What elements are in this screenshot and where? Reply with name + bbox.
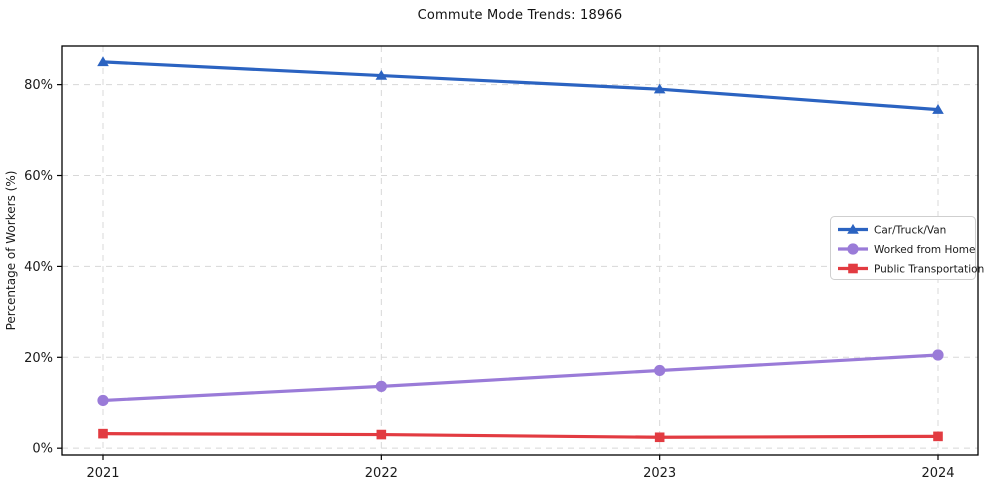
y-axis-label: Percentage of Workers (%) — [4, 171, 18, 331]
series-car-truck-van — [97, 56, 944, 114]
legend: Car/Truck/Van Worked from Home Public Tran… — [830, 216, 984, 280]
data-point-public-transportation-2023 — [654, 432, 665, 443]
legend-triangle-marker-icon — [847, 223, 859, 234]
y-tick-label: 0% — [32, 442, 53, 457]
series-line-car-truck-van — [101, 60, 940, 112]
legend-label: Public Transportation — [874, 263, 984, 275]
data-point-car-truck-van-2022 — [375, 69, 388, 80]
x-tick-label: 2021 — [86, 466, 119, 481]
series-line-worked-from-home — [101, 353, 940, 403]
legend-item-public-transportation: Public Transportation — [838, 263, 984, 275]
data-point-car-truck-van-2021 — [97, 56, 109, 67]
plot-border — [61, 45, 979, 456]
x-tick-label: 2022 — [365, 466, 398, 481]
y-tick-label: 80% — [24, 78, 53, 93]
data-point-public-transportation-2021 — [98, 428, 108, 439]
x-tick-label: 2023 — [643, 466, 676, 481]
data-point-worked-from-home-2021 — [97, 394, 109, 407]
series-line-public-transportation — [101, 432, 940, 439]
legend-label: Worked from Home — [874, 244, 975, 256]
data-point-worked-from-home-2024 — [932, 349, 944, 361]
series-public-transportation — [98, 428, 943, 443]
data-point-public-transportation-2024 — [933, 431, 943, 442]
legend-box — [830, 216, 976, 280]
data-point-car-truck-van-2023 — [653, 83, 666, 94]
data-point-car-truck-van-2024 — [932, 104, 944, 114]
y-tick-label: 60% — [24, 169, 53, 184]
legend-item-worked-from-home: Worked from Home — [838, 243, 975, 256]
data-point-worked-from-home-2023 — [654, 364, 666, 377]
legend-square-marker-icon — [848, 263, 858, 274]
legend-label: Car/Truck/Van — [874, 224, 946, 236]
y-tick-label: 20% — [24, 351, 53, 366]
x-tick-label: 2024 — [921, 466, 954, 481]
y-tick-label: 40% — [24, 260, 53, 275]
series-worked-from-home — [97, 349, 944, 407]
data-point-worked-from-home-2022 — [375, 380, 387, 392]
chart-title: Commute Mode Trends: 18966 — [417, 8, 623, 23]
legend-item-car-truck-van: Car/Truck/Van — [838, 223, 946, 236]
legend-circle-marker-icon — [847, 243, 859, 255]
data-point-public-transportation-2022 — [376, 429, 387, 440]
